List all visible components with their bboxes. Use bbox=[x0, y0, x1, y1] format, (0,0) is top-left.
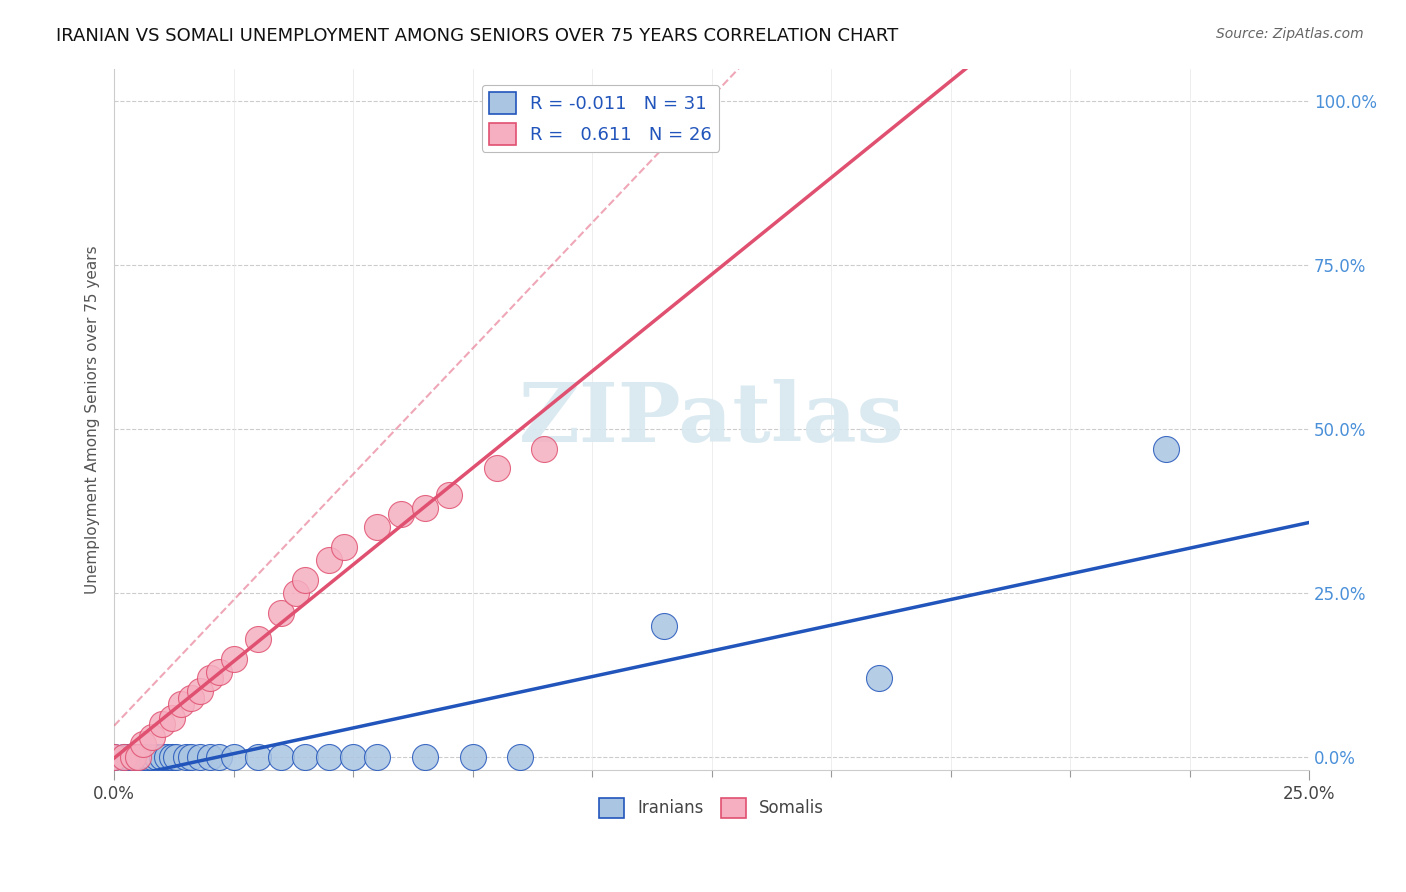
Point bbox=[136, 750, 159, 764]
Point bbox=[318, 750, 340, 764]
Point bbox=[160, 710, 183, 724]
Point bbox=[270, 750, 292, 764]
Point bbox=[188, 684, 211, 698]
Y-axis label: Unemployment Among Seniors over 75 years: Unemployment Among Seniors over 75 years bbox=[86, 245, 100, 593]
Point bbox=[270, 606, 292, 620]
Point bbox=[150, 750, 173, 764]
Text: ZIPatlas: ZIPatlas bbox=[519, 379, 904, 459]
Point bbox=[332, 540, 354, 554]
Point bbox=[437, 488, 460, 502]
Point bbox=[127, 750, 149, 764]
Point bbox=[294, 573, 316, 587]
Point bbox=[132, 750, 155, 764]
Point bbox=[103, 750, 125, 764]
Point bbox=[533, 442, 555, 456]
Point bbox=[413, 750, 436, 764]
Point bbox=[150, 717, 173, 731]
Point bbox=[366, 520, 388, 534]
Point bbox=[318, 553, 340, 567]
Text: Source: ZipAtlas.com: Source: ZipAtlas.com bbox=[1216, 27, 1364, 41]
Point bbox=[127, 750, 149, 764]
Point bbox=[170, 698, 193, 712]
Point bbox=[180, 750, 202, 764]
Point bbox=[198, 671, 221, 685]
Point bbox=[112, 750, 135, 764]
Point bbox=[868, 671, 890, 685]
Point bbox=[156, 750, 179, 764]
Point bbox=[485, 461, 508, 475]
Point bbox=[652, 619, 675, 633]
Point bbox=[117, 750, 139, 764]
Point bbox=[122, 750, 145, 764]
Point bbox=[366, 750, 388, 764]
Point bbox=[246, 750, 269, 764]
Point bbox=[174, 750, 197, 764]
Point bbox=[188, 750, 211, 764]
Point bbox=[461, 750, 484, 764]
Point bbox=[103, 750, 125, 764]
Point bbox=[413, 500, 436, 515]
Point bbox=[222, 750, 245, 764]
Legend: Iranians, Somalis: Iranians, Somalis bbox=[592, 791, 831, 825]
Point bbox=[294, 750, 316, 764]
Point bbox=[146, 750, 169, 764]
Point bbox=[208, 750, 231, 764]
Point bbox=[198, 750, 221, 764]
Point bbox=[389, 508, 412, 522]
Point bbox=[165, 750, 187, 764]
Point bbox=[208, 665, 231, 679]
Point bbox=[180, 690, 202, 705]
Point bbox=[132, 737, 155, 751]
Point bbox=[509, 750, 531, 764]
Point bbox=[342, 750, 364, 764]
Point bbox=[246, 632, 269, 646]
Text: IRANIAN VS SOMALI UNEMPLOYMENT AMONG SENIORS OVER 75 YEARS CORRELATION CHART: IRANIAN VS SOMALI UNEMPLOYMENT AMONG SEN… bbox=[56, 27, 898, 45]
Point bbox=[112, 750, 135, 764]
Point bbox=[284, 586, 307, 600]
Point bbox=[1154, 442, 1177, 456]
Point bbox=[141, 730, 163, 744]
Point bbox=[122, 750, 145, 764]
Point bbox=[160, 750, 183, 764]
Point bbox=[141, 750, 163, 764]
Point bbox=[222, 651, 245, 665]
